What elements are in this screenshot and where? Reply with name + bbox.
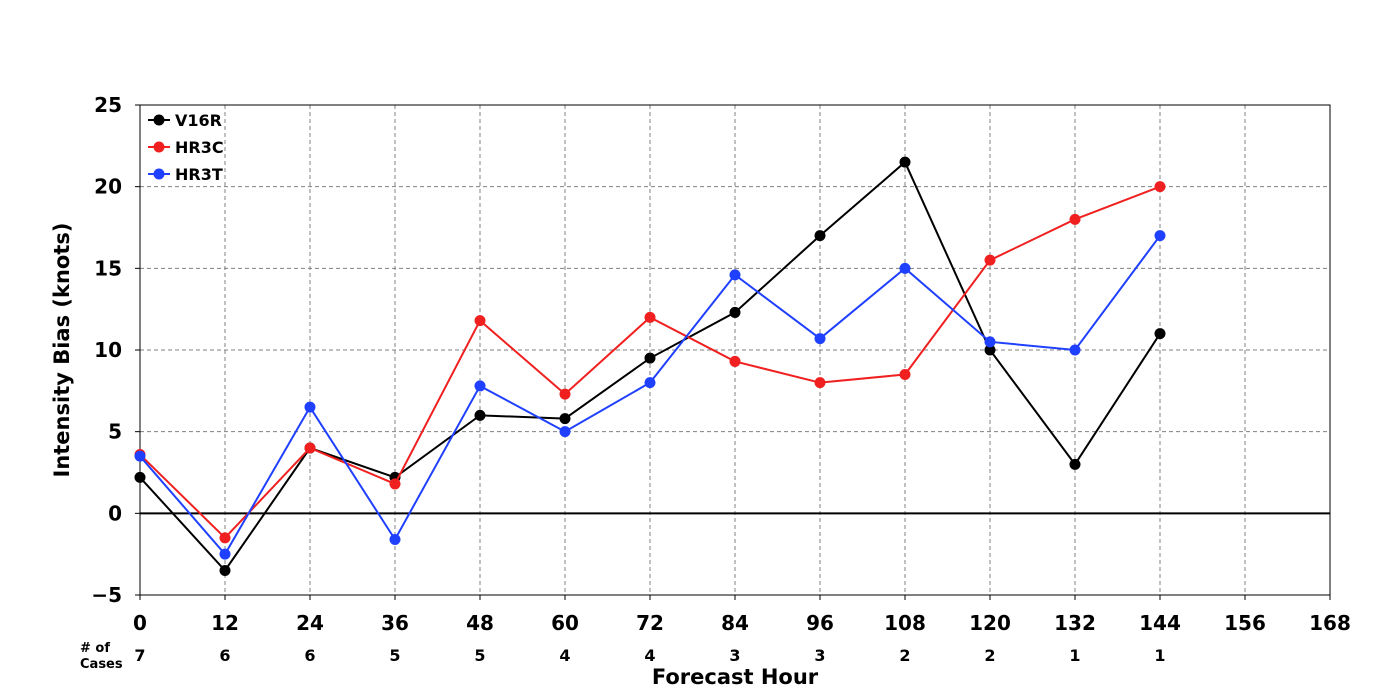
x-tick-label: 144 [1139, 611, 1181, 635]
data-point [1069, 344, 1081, 356]
data-point [474, 315, 486, 327]
case-count: 1 [1069, 646, 1080, 665]
x-tick-label: 168 [1309, 611, 1351, 635]
data-point [1069, 213, 1081, 225]
data-point [219, 532, 231, 544]
data-point [559, 413, 571, 425]
legend-label: HR3C [175, 138, 224, 157]
data-point [304, 442, 316, 454]
data-point [814, 333, 826, 345]
case-count: 3 [814, 646, 825, 665]
legend-item-hr3c: HR3C [148, 138, 224, 157]
series-lines [134, 156, 1166, 576]
case-count: 2 [899, 646, 910, 665]
data-point [1154, 230, 1166, 242]
case-count: 1 [1154, 646, 1165, 665]
data-point [984, 254, 996, 266]
case-count: 4 [644, 646, 655, 665]
x-tick-label: 96 [806, 611, 834, 635]
x-tick-label: 72 [636, 611, 664, 635]
y-tick-label: −5 [91, 583, 122, 607]
y-tick-label: 20 [94, 175, 122, 199]
x-tick-label: 108 [884, 611, 926, 635]
case-count: 6 [219, 646, 230, 665]
data-point [389, 478, 401, 490]
legend: V16R HR3C HR3T [148, 111, 224, 184]
data-point [644, 377, 656, 389]
data-point [134, 450, 146, 462]
x-tick-label: 24 [296, 611, 324, 635]
data-point [559, 426, 571, 438]
y-tick-label: 5 [108, 420, 122, 444]
data-point [1069, 458, 1081, 470]
case-count: 3 [729, 646, 740, 665]
cases-label-line: Cases [80, 657, 123, 672]
data-point [474, 409, 486, 421]
x-axis-ticks: 0 12 24 36 48 60 72 84 96 108 120 132 144 156 168 [133, 595, 1351, 635]
case-count: 4 [559, 646, 570, 665]
data-point [814, 377, 826, 389]
y-tick-label: 25 [94, 93, 122, 117]
data-point [474, 380, 486, 392]
legend-item-hr3t: HR3T [148, 165, 223, 184]
grid-lines [140, 105, 1330, 595]
x-tick-label: 60 [551, 611, 579, 635]
x-tick-label: 132 [1054, 611, 1096, 635]
y-tick-label: 10 [94, 338, 122, 362]
case-count: 5 [389, 646, 400, 665]
data-point [984, 336, 996, 348]
data-point [729, 355, 741, 367]
y-axis-ticks: −5 0 5 10 15 20 25 [91, 93, 140, 607]
legend-marker [153, 141, 165, 153]
x-tick-label: 36 [381, 611, 409, 635]
case-count: 6 [304, 646, 315, 665]
legend-marker [153, 168, 165, 180]
x-axis-label: Forecast Hour [652, 665, 819, 689]
data-point [219, 548, 231, 560]
y-tick-label: 0 [108, 501, 122, 525]
data-point [1154, 328, 1166, 340]
data-point [729, 306, 741, 318]
data-point [304, 401, 316, 413]
cases-label-line: # of [80, 641, 110, 656]
data-point [984, 344, 996, 356]
x-tick-label: 156 [1224, 611, 1266, 635]
x-tick-label: 48 [466, 611, 494, 635]
data-point [644, 352, 656, 364]
case-count: 5 [474, 646, 485, 665]
legend-item-v16r: V16R [148, 111, 222, 130]
data-point [644, 311, 656, 323]
x-tick-label: 12 [211, 611, 239, 635]
data-point [1154, 181, 1166, 193]
data-point [899, 262, 911, 274]
legend-label: V16R [175, 111, 222, 130]
legend-marker [153, 114, 165, 126]
data-point [729, 269, 741, 281]
data-point [134, 471, 146, 483]
x-tick-label: 84 [721, 611, 749, 635]
y-tick-label: 15 [94, 256, 122, 280]
data-point [389, 533, 401, 545]
series-hr3t [134, 230, 1166, 560]
case-count: 2 [984, 646, 995, 665]
data-point [559, 388, 571, 400]
cases-label: # of Cases [80, 641, 123, 672]
data-point [219, 565, 231, 576]
case-count: 7 [134, 646, 145, 665]
x-tick-label: 120 [969, 611, 1011, 635]
data-point [899, 156, 911, 168]
data-point [899, 369, 911, 380]
x-tick-label: 0 [133, 611, 147, 635]
cases-row: # of Cases 7 6 6 5 5 4 4 3 3 2 2 1 1 [80, 641, 1166, 672]
y-axis-label: Intensity Bias (knots) [50, 223, 74, 478]
legend-label: HR3T [175, 165, 223, 184]
data-point [814, 230, 826, 242]
